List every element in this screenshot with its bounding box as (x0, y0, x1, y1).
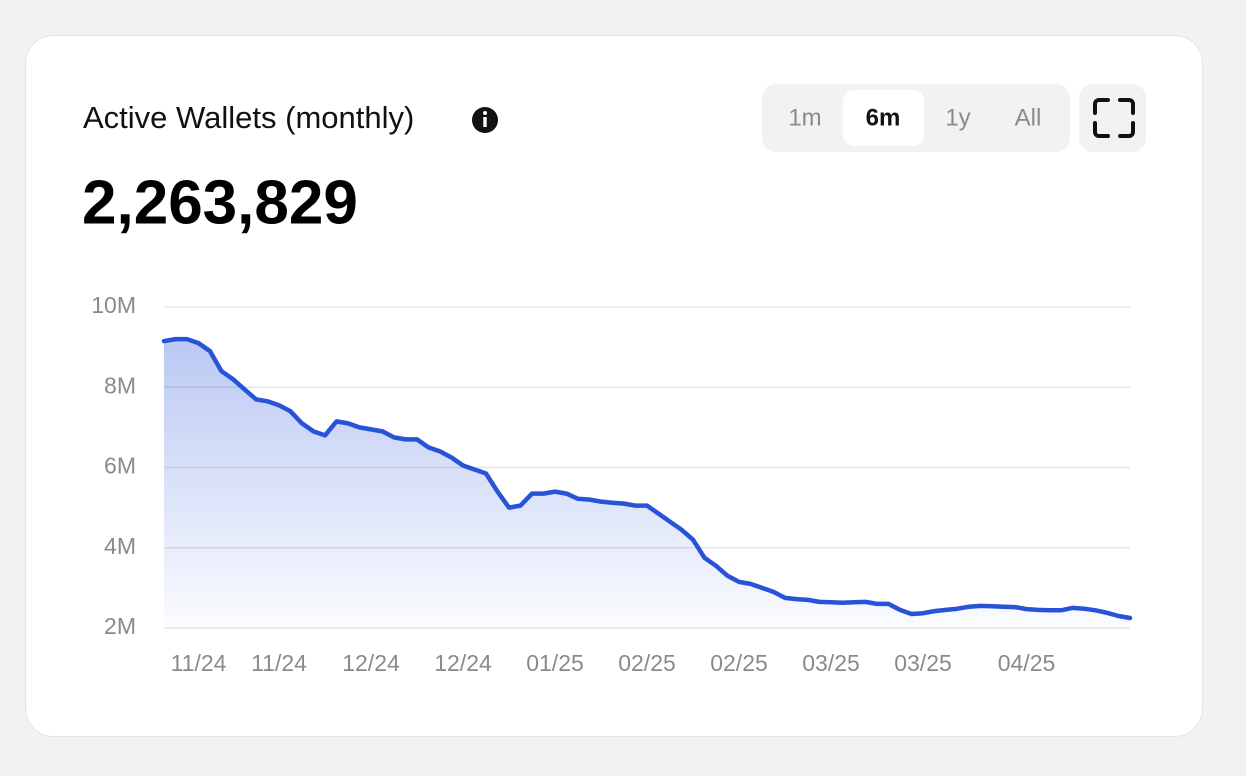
x-tick-label: 12/24 (434, 650, 492, 676)
x-tick-label: 04/25 (998, 650, 1056, 676)
fullscreen-button[interactable] (1079, 84, 1146, 152)
x-tick-label: 01/25 (526, 650, 584, 676)
x-tick-label: 11/24 (251, 650, 307, 676)
x-tick-label: 12/24 (342, 650, 400, 676)
area-fill (164, 339, 1130, 628)
y-tick-label: 6M (104, 453, 136, 479)
y-tick-label: 2M (104, 613, 136, 639)
info-icon[interactable] (472, 107, 498, 133)
x-tick-label: 11/24 (171, 650, 227, 676)
range-button[interactable]: 1y (945, 104, 970, 131)
y-tick-label: 8M (104, 372, 136, 398)
headline-value: 2,263,829 (82, 168, 358, 237)
range-button-active[interactable] (843, 90, 924, 146)
range-button[interactable]: All (1015, 104, 1042, 131)
range-button[interactable]: 1m (788, 104, 821, 131)
x-tick-label: 02/25 (710, 650, 768, 676)
x-tick-label: 03/25 (894, 650, 952, 676)
line (161, 336, 1133, 621)
y-tick-label: 4M (104, 533, 136, 559)
chart-title: Active Wallets (monthly) (83, 100, 414, 135)
range-button[interactable]: 6m (866, 104, 901, 131)
y-tick-label: 10M (91, 292, 136, 318)
x-tick-label: 03/25 (802, 650, 860, 676)
x-tick-label: 02/25 (618, 650, 676, 676)
